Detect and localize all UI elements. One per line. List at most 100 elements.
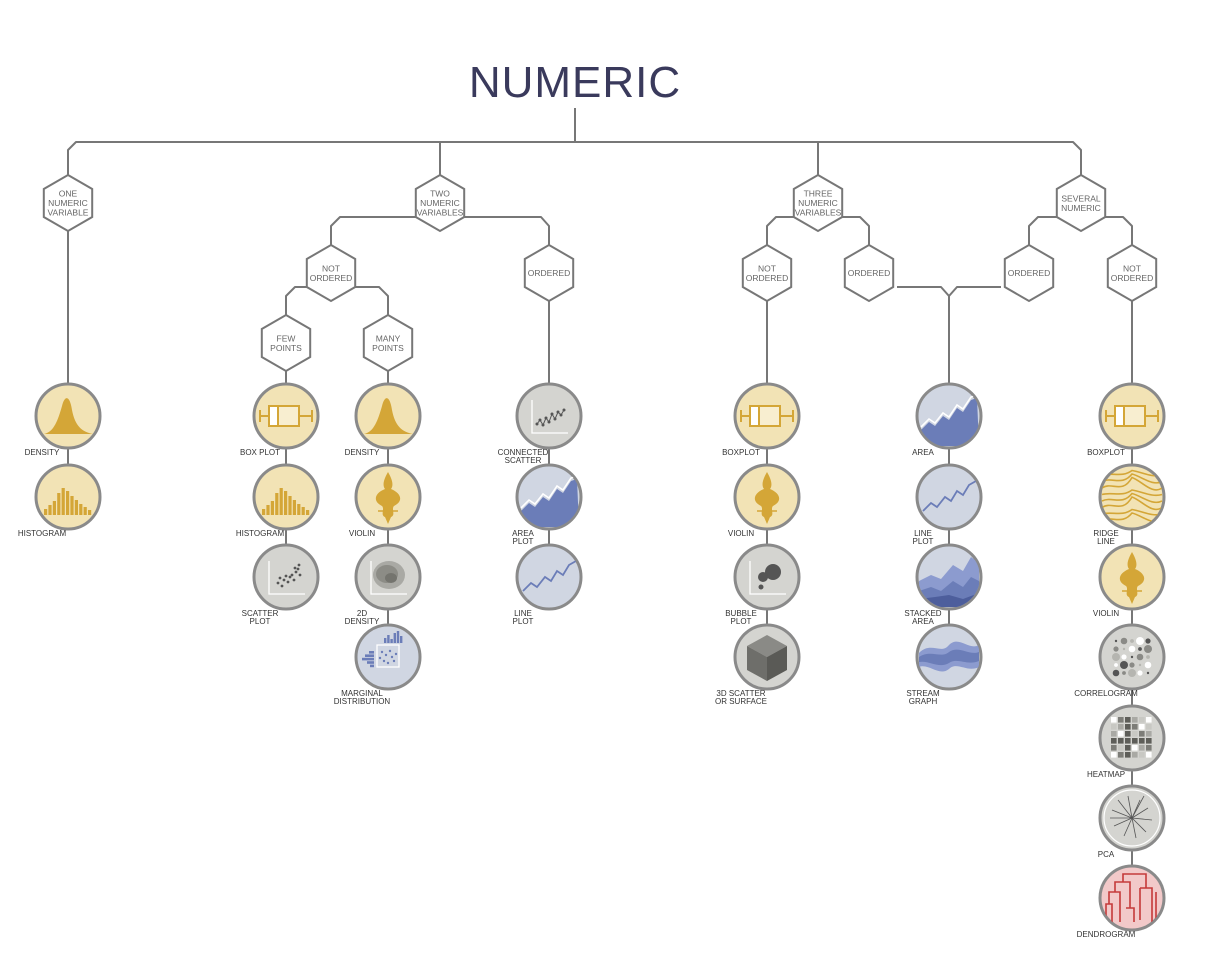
chart-type-label: HISTOGRAM: [18, 529, 67, 538]
chart-type-label: SCATTER: [242, 609, 279, 618]
chart-type-label: HISTOGRAM: [236, 529, 285, 538]
chart-type-label: BOX PLOT: [240, 448, 280, 457]
category-node-three-ord: ORDERED: [843, 243, 895, 303]
boxplot-icon: [259, 405, 313, 427]
chart-type-m-area[interactable]: AREA: [912, 382, 983, 457]
chart-type-label: STREAM: [906, 689, 940, 698]
edge-two-notordered: [330, 216, 440, 245]
chart-type-label: HEATMAP: [1087, 770, 1125, 779]
stream-icon: [919, 641, 979, 672]
chart-type-s-heatmap[interactable]: HEATMAP: [1087, 704, 1166, 779]
category-node-label: VARIABLE: [48, 208, 89, 218]
category-node-label: NUMERIC: [48, 198, 88, 208]
category-node-two-ord: ORDERED: [523, 243, 575, 303]
histogram-icon: [262, 488, 310, 515]
category-node-label: NUMERIC: [798, 198, 838, 208]
area-icon: [919, 394, 979, 446]
line-icon: [922, 480, 977, 512]
chart-type-label: BOXPLOT: [722, 448, 760, 457]
chart-type-nodes: DENSITY HISTOGRAM BOX PLOT HISTOGRAM SCATTER…: [18, 382, 1166, 939]
scatter-icon: [268, 561, 305, 595]
top-bus-edge: [67, 141, 1082, 175]
violin-icon: [754, 472, 780, 524]
category-node-label: VARIABLES: [417, 208, 464, 218]
chart-type-many-violin[interactable]: VIOLIN: [349, 463, 422, 538]
pca-icon: [1103, 789, 1161, 847]
boxplot-icon: [740, 405, 794, 427]
chart-type-s-correlogram[interactable]: CORRELOGRAM: [1074, 623, 1166, 698]
category-node-label: NOT: [758, 263, 776, 273]
chart-type-label: DISTRIBUTION: [334, 697, 391, 706]
chart-type-s-boxplot[interactable]: BOXPLOT: [1087, 382, 1166, 457]
chart-type-label: BOXPLOT: [1087, 448, 1125, 457]
chart-type-label: 2D: [357, 609, 367, 618]
chart-type-label: MARGINAL: [341, 689, 383, 698]
chart-type-few-histogram[interactable]: HISTOGRAM: [236, 463, 320, 538]
chart-type-few-boxplot[interactable]: BOX PLOT: [240, 382, 320, 457]
chart-type-s-violin[interactable]: VIOLIN: [1093, 543, 1166, 618]
category-node-label: NOT: [322, 263, 340, 273]
cube-icon: [747, 635, 787, 681]
category-node-label: VARIABLES: [795, 208, 842, 218]
chart-type-label: LINE: [514, 609, 532, 618]
violin-icon: [1119, 552, 1145, 604]
chart-type-label: STACKED: [904, 609, 941, 618]
boxplot-icon: [1105, 405, 1159, 427]
chart-type-c1-histogram[interactable]: HISTOGRAM: [18, 463, 102, 538]
chart-type-label: LINE: [1097, 537, 1115, 546]
chart-type-label: VIOLIN: [349, 529, 375, 538]
chart-type-s-pca[interactable]: PCA: [1098, 784, 1166, 859]
chart-type-label: AREA: [912, 448, 934, 457]
category-node-label: NUMERIC: [1061, 203, 1101, 213]
violin-icon: [375, 472, 401, 524]
edge-two-ordered: [440, 216, 550, 245]
category-node-label: MANY: [376, 333, 401, 343]
category-node-label: SEVERAL: [1061, 193, 1100, 203]
category-node-label: ORDERED: [848, 268, 891, 278]
chart-type-label: DENSITY: [25, 448, 60, 457]
chart-type-s-dendrogram[interactable]: DENDROGRAM: [1077, 864, 1166, 939]
2d-density-icon: [370, 561, 407, 595]
category-node-label: NOT: [1123, 263, 1141, 273]
chart-type-label: PLOT: [731, 617, 752, 626]
chart-type-label: VIOLIN: [1093, 609, 1119, 618]
chart-type-label: DENDROGRAM: [1077, 930, 1136, 939]
chart-type-label: DENSITY: [345, 617, 380, 626]
category-node-label: ORDERED: [1008, 268, 1051, 278]
marginal-icon: [362, 631, 403, 668]
bubble-icon: [749, 561, 786, 595]
chart-type-many-density[interactable]: DENSITY: [345, 382, 422, 457]
density-icon: [44, 398, 93, 434]
category-node-label: POINTS: [372, 343, 404, 353]
chart-type-label: GRAPH: [909, 697, 938, 706]
chart-type-t-boxplot[interactable]: BOXPLOT: [722, 382, 801, 457]
chart-type-label: BUBBLE: [725, 609, 757, 618]
chart-type-t-violin[interactable]: VIOLIN: [728, 463, 801, 538]
histogram-icon: [44, 488, 92, 515]
chart-type-c1-density[interactable]: DENSITY: [25, 382, 102, 457]
category-node-label: FEW: [277, 333, 296, 343]
correlogram-icon: [1112, 637, 1152, 677]
page-title: NUMERIC: [468, 58, 682, 107]
category-node-label: ORDERED: [528, 268, 571, 278]
